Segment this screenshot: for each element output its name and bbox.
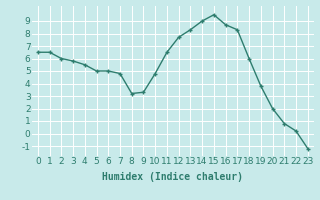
X-axis label: Humidex (Indice chaleur): Humidex (Indice chaleur) [102, 172, 243, 182]
